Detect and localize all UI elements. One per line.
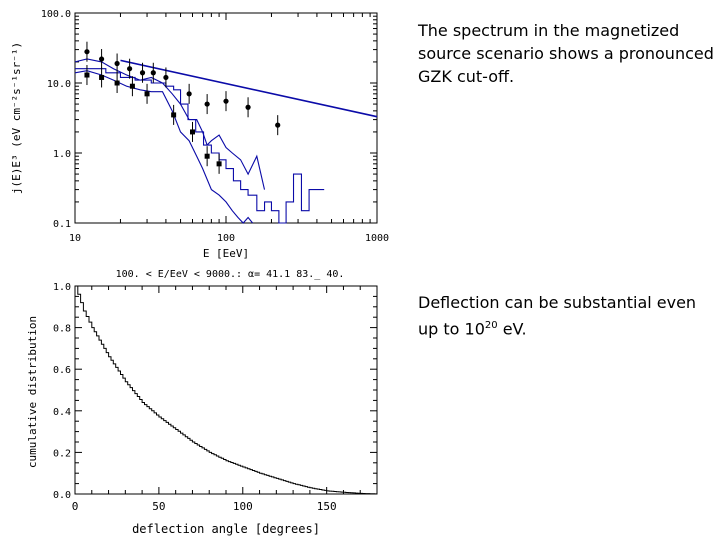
deflection-y-tick-label: 0.6 xyxy=(53,365,71,376)
spectrum-y-tick-label: 100.0 xyxy=(41,9,71,20)
deflection-y-label: cumulative distribution xyxy=(26,316,39,468)
spectrum-y-tick-label: 0.1 xyxy=(53,219,71,230)
deflection-caption-text: Deflection can be substantial even up to… xyxy=(418,293,697,339)
spectrum-x-tick-label: 10 xyxy=(69,233,81,244)
spectrum-x-tick-label: 100 xyxy=(217,233,235,244)
spectrum-y-tick-label: 10.0 xyxy=(47,79,71,90)
spectrum-y-tick-label: 1.0 xyxy=(53,149,71,160)
spectrum-x-label: E [EeV] xyxy=(203,247,249,260)
deflection-labels: deflection angle [degrees] cumulative di… xyxy=(26,316,320,536)
spectrum-point-square xyxy=(84,72,90,78)
spectrum-point-square xyxy=(114,80,120,86)
deflection-y-tick-label: 0.8 xyxy=(53,324,71,335)
spectrum-point-circle xyxy=(150,70,156,76)
spectrum-point-square xyxy=(204,153,210,159)
spectrum-point-circle xyxy=(127,66,133,72)
spectrum-series xyxy=(74,41,378,224)
spectrum-series-0 xyxy=(120,59,378,118)
spectrum-point-square xyxy=(99,74,105,80)
deflection-x-tick-label: 150 xyxy=(317,500,337,513)
spectrum-point-circle xyxy=(186,91,192,97)
deflection-x-label: deflection angle [degrees] xyxy=(132,522,320,536)
deflection-y-tick-label: 1.0 xyxy=(53,282,71,293)
spectrum-caption: The spectrum in the magnetized source sc… xyxy=(418,21,714,86)
spectrum-labels: E [EeV] j(E)E³ (eV cm⁻²s⁻¹sr⁻¹) xyxy=(10,42,249,260)
spectrum-point-circle xyxy=(204,101,210,107)
spectrum-frame xyxy=(74,12,378,224)
spectrum-point-circle xyxy=(163,74,169,81)
spectrum-point-circle xyxy=(98,56,105,62)
spectrum-point-square xyxy=(171,112,177,118)
spectrum-point-square xyxy=(144,91,150,97)
spectrum-point-square xyxy=(129,83,135,89)
deflection-series xyxy=(75,285,378,495)
spectrum-point-circle xyxy=(223,98,229,104)
spectrum-point-circle xyxy=(114,60,120,67)
spectrum-series-3 xyxy=(75,68,325,224)
spectrum-point-circle xyxy=(84,49,90,55)
deflection-caption: Deflection can be substantial even up to… xyxy=(418,291,718,340)
deflection-y-tick-label: 0.4 xyxy=(53,407,71,418)
spectrum-point-square xyxy=(190,129,196,135)
spectrum-point-square xyxy=(216,161,222,167)
deflection-y-tick-label: 0.0 xyxy=(53,490,71,501)
deflection-title: 100. < E/EeV < 9000.: α= 41.1 83._ 40. xyxy=(116,269,345,280)
deflection-caption-exponent: 20 xyxy=(484,320,498,331)
deflection-axes: 0 50 100 150 0.0 0.2 0.4 0.6 0.8 1.0 xyxy=(53,282,378,513)
spectrum-axes: 10 100 1000 0.1 1.0 10.0 100.0 xyxy=(41,9,389,244)
spectrum-point-circle xyxy=(275,122,281,128)
spectrum-x-tick-label: 1000 xyxy=(365,233,389,244)
spectrum-point-circle xyxy=(139,70,146,76)
spectrum-chart: 10 100 1000 0.1 1.0 10.0 100.0 E [EeV] j(E)E³ … xyxy=(10,9,389,260)
deflection-y-tick-label: 0.2 xyxy=(53,448,71,459)
deflection-x-tick-label: 100 xyxy=(233,500,253,513)
spectrum-y-label: j(E)E³ (eV cm⁻²s⁻¹sr⁻¹) xyxy=(10,42,23,194)
deflection-chart: 100. < E/EeV < 9000.: α= 41.1 83._ 40. 0… xyxy=(26,269,378,536)
deflection-frame xyxy=(74,285,378,495)
deflection-x-tick-label: 50 xyxy=(152,500,165,513)
deflection-cumulative-line xyxy=(75,285,378,495)
deflection-caption-unit: eV. xyxy=(497,319,527,339)
deflection-x-tick-label: 0 xyxy=(72,500,79,513)
spectrum-point-circle xyxy=(245,104,251,110)
